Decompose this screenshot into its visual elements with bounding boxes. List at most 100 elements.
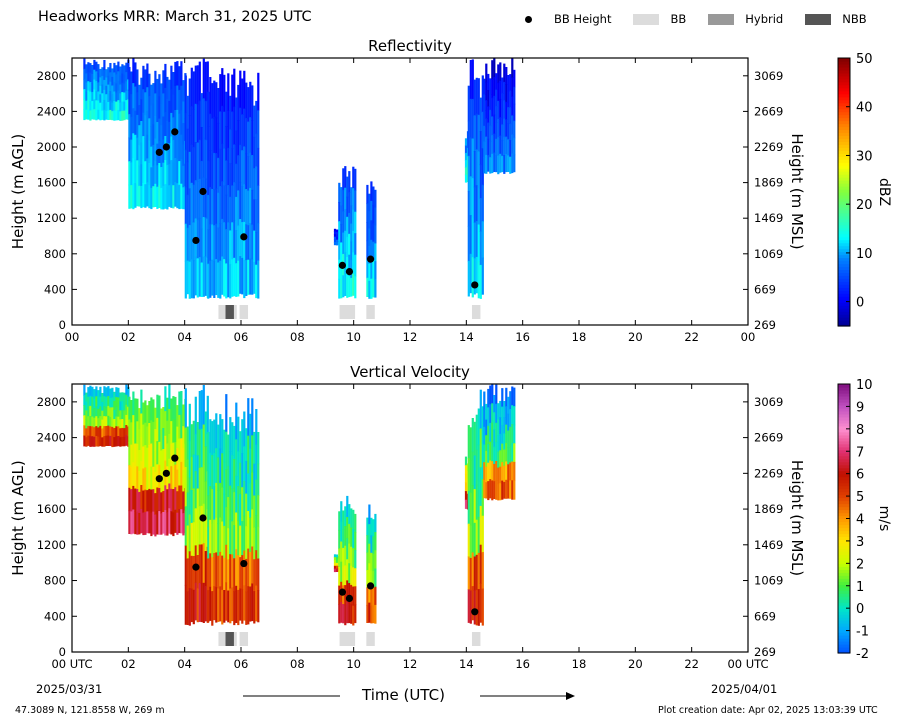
echo-cell [464,174,468,183]
echo-cell [130,162,133,186]
echo-cell [223,557,226,591]
echo-cell [507,75,510,92]
echo-cell [134,86,137,112]
echo-cell [119,410,122,420]
echo-cell [217,262,220,298]
echo-cell [93,69,96,81]
echo-cell [503,433,506,451]
echo-cell [148,488,151,512]
colorbar-cell [838,218,850,223]
echo-cell [99,68,102,78]
echo-cell [469,176,472,216]
echo-cell [333,568,337,573]
colorbar-cell [838,186,850,190]
echo-cell [340,501,343,522]
colorbar-cell [838,644,850,648]
echo-cell [217,457,220,491]
echo-cell [219,74,222,112]
colorbar-cell [838,389,850,394]
echo-cell [83,384,86,396]
echo-cell [190,457,193,491]
echo-cell [188,151,191,189]
echo-cell [128,510,131,534]
echo-cell [348,192,351,214]
bb-height-point [471,608,479,616]
echo-cell [142,65,145,90]
echo-cell [491,422,494,443]
echo-cell [231,521,234,555]
echo-cell [138,491,141,514]
echo-cell [354,211,357,234]
echo-cell [119,401,122,411]
echo-cell [370,259,373,280]
echo-cell [223,148,226,186]
colorbar-cell [838,488,850,493]
echo-cell [91,109,94,120]
echo-cell [471,98,474,140]
echo-cell [168,433,171,460]
echo-cell [180,414,183,439]
echo-cell [95,90,98,101]
echo-cell [128,137,131,162]
y2-tick-label: 1069 [754,574,783,588]
colorbar-cell [838,230,850,235]
echo-cell [198,506,201,546]
echo-cell [213,116,216,154]
echo-cell [180,159,183,185]
echo-cell [209,260,212,298]
echo-cell [350,223,353,243]
echo-cell [225,229,228,265]
echo-cell [485,435,488,452]
echo-cell [85,410,88,420]
echo-cell [346,196,349,218]
echo-cell [368,245,371,264]
bb-height-point [171,128,179,136]
echo-cell [168,164,171,186]
colorbar-cell [838,599,850,603]
echo-cell [213,486,216,521]
echo-cell [132,183,135,210]
echo-cell [235,263,238,297]
echo-cell [174,464,177,488]
bb-height-point [162,143,170,151]
echo-cell [344,506,347,527]
echo-cell [93,389,96,400]
echo-cell [95,100,98,111]
echo-cell [479,198,482,232]
echo-cell [374,550,377,570]
echo-cell [251,472,254,510]
echo-cell [87,71,90,82]
echo-cell [249,258,252,295]
echo-cell [180,110,183,136]
echo-cell [335,242,339,246]
echo-cell [109,435,112,446]
echo-cell [253,527,256,560]
echo-cell [148,466,151,490]
echo-cell [105,94,108,104]
echo-cell [190,490,193,524]
bb-bar [366,632,375,646]
echo-cell [186,227,189,262]
echo-cell [200,93,203,128]
echo-cell [204,139,207,180]
echo-cell [89,101,92,112]
echo-cell [113,391,116,402]
echo-cell [354,513,357,533]
echo-cell [233,525,236,559]
echo-cell [188,225,191,263]
start-date-label: 2025/03/31 [36,682,103,696]
echo-cell [113,409,116,420]
echo-cell [97,408,100,419]
echo-cell [158,118,161,142]
echo-cell [109,398,112,409]
echo-cell [83,425,86,437]
echo-cell [202,58,205,99]
echo-cell [370,278,373,299]
echo-cell [200,194,203,230]
echo-cell [505,136,508,155]
echo-cell [115,110,118,121]
echo-cell [473,151,476,188]
echo-cell [497,435,500,453]
bb-patch-icon [633,13,660,25]
echo-cell [217,192,220,229]
